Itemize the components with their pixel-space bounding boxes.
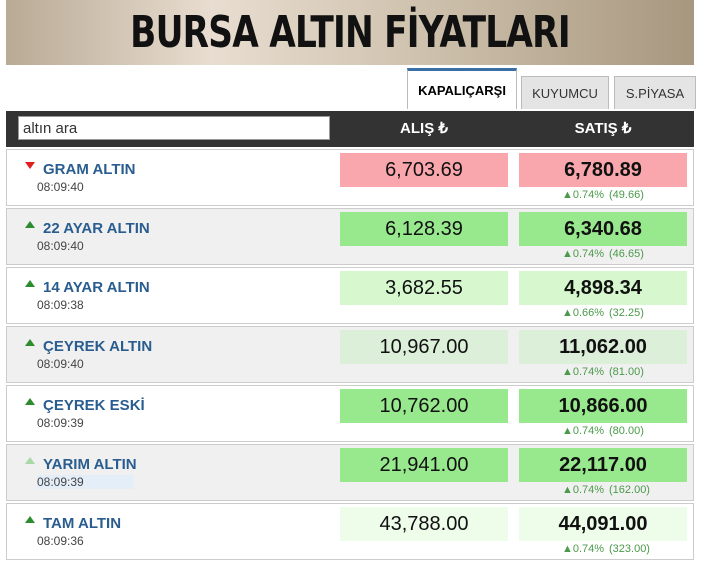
change-percent: ▲0.74% xyxy=(562,425,605,437)
change-percent: ▲0.74% xyxy=(562,248,605,260)
item-time: 08:09:40 xyxy=(37,357,84,371)
buy-price: 3,682.55 xyxy=(340,271,508,305)
item-name: YARIM ALTIN xyxy=(43,456,137,473)
item-name: ÇEYREK ALTIN xyxy=(43,338,153,355)
item-name: GRAM ALTIN xyxy=(43,161,136,178)
tab[interactable]: KAPALIÇARŞI xyxy=(407,68,517,109)
item-time: 08:09:40 xyxy=(37,239,84,253)
trend-arrow xyxy=(25,162,35,169)
item-name: 14 AYAR ALTIN xyxy=(43,279,150,296)
change-percent: ▲0.74% xyxy=(562,484,605,496)
sell-price: 22,117.00 xyxy=(519,448,687,482)
buy-price: 6,703.69 xyxy=(340,153,508,187)
change-amount: (46.65) xyxy=(609,248,644,260)
item-name: ÇEYREK ESKİ xyxy=(43,397,145,414)
buy-price: 6,128.39 xyxy=(340,212,508,246)
item-time: 08:09:39 xyxy=(37,475,133,489)
change-percent: ▲0.74% xyxy=(562,189,605,201)
tab[interactable]: KUYUMCU xyxy=(521,76,609,109)
sell-price: 6,340.68 xyxy=(519,212,687,246)
title: BURSA ALTIN FİYATLARI xyxy=(130,7,570,58)
item-time: 08:09:38 xyxy=(37,298,84,312)
trend-arrow xyxy=(25,516,35,523)
item-time: 08:09:39 xyxy=(37,416,84,430)
item-time: 08:09:36 xyxy=(37,534,84,548)
change-amount: (81.00) xyxy=(609,366,644,378)
item-name: 22 AYAR ALTIN xyxy=(43,220,150,237)
trend-arrow xyxy=(25,398,35,405)
item-name: TAM ALTIN xyxy=(43,515,122,532)
buy-price: 43,788.00 xyxy=(340,507,508,541)
change-percent: ▲0.74% xyxy=(562,543,605,555)
trend-arrow xyxy=(25,280,35,287)
trend-arrow xyxy=(25,221,35,228)
buy-price: 21,941.00 xyxy=(340,448,508,482)
tab[interactable]: S.PİYASA xyxy=(614,76,696,109)
change-amount: (323.00) xyxy=(609,543,650,555)
item-time: 08:09:40 xyxy=(37,180,84,194)
sell-price: 4,898.34 xyxy=(519,271,687,305)
column-header: SATIŞ ₺ xyxy=(574,120,632,137)
sell-price: 44,091.00 xyxy=(519,507,687,541)
sell-price: 6,780.89 xyxy=(519,153,687,187)
search-input[interactable]: altın ara xyxy=(18,116,330,140)
sell-price: 10,866.00 xyxy=(519,389,687,423)
buy-price: 10,967.00 xyxy=(340,330,508,364)
banner: BURSA ALTIN FİYATLARI xyxy=(6,0,694,65)
sell-price: 11,062.00 xyxy=(519,330,687,364)
change-amount: (80.00) xyxy=(609,425,644,437)
change-amount: (162.00) xyxy=(609,484,650,496)
change-amount: (32.25) xyxy=(609,307,644,319)
change-percent: ▲0.74% xyxy=(562,366,605,378)
trend-arrow xyxy=(25,339,35,346)
column-header: ALIŞ ₺ xyxy=(400,120,448,137)
buy-price: 10,762.00 xyxy=(340,389,508,423)
trend-arrow xyxy=(25,457,35,464)
change-amount: (49.66) xyxy=(609,189,644,201)
change-percent: ▲0.66% xyxy=(562,307,605,319)
